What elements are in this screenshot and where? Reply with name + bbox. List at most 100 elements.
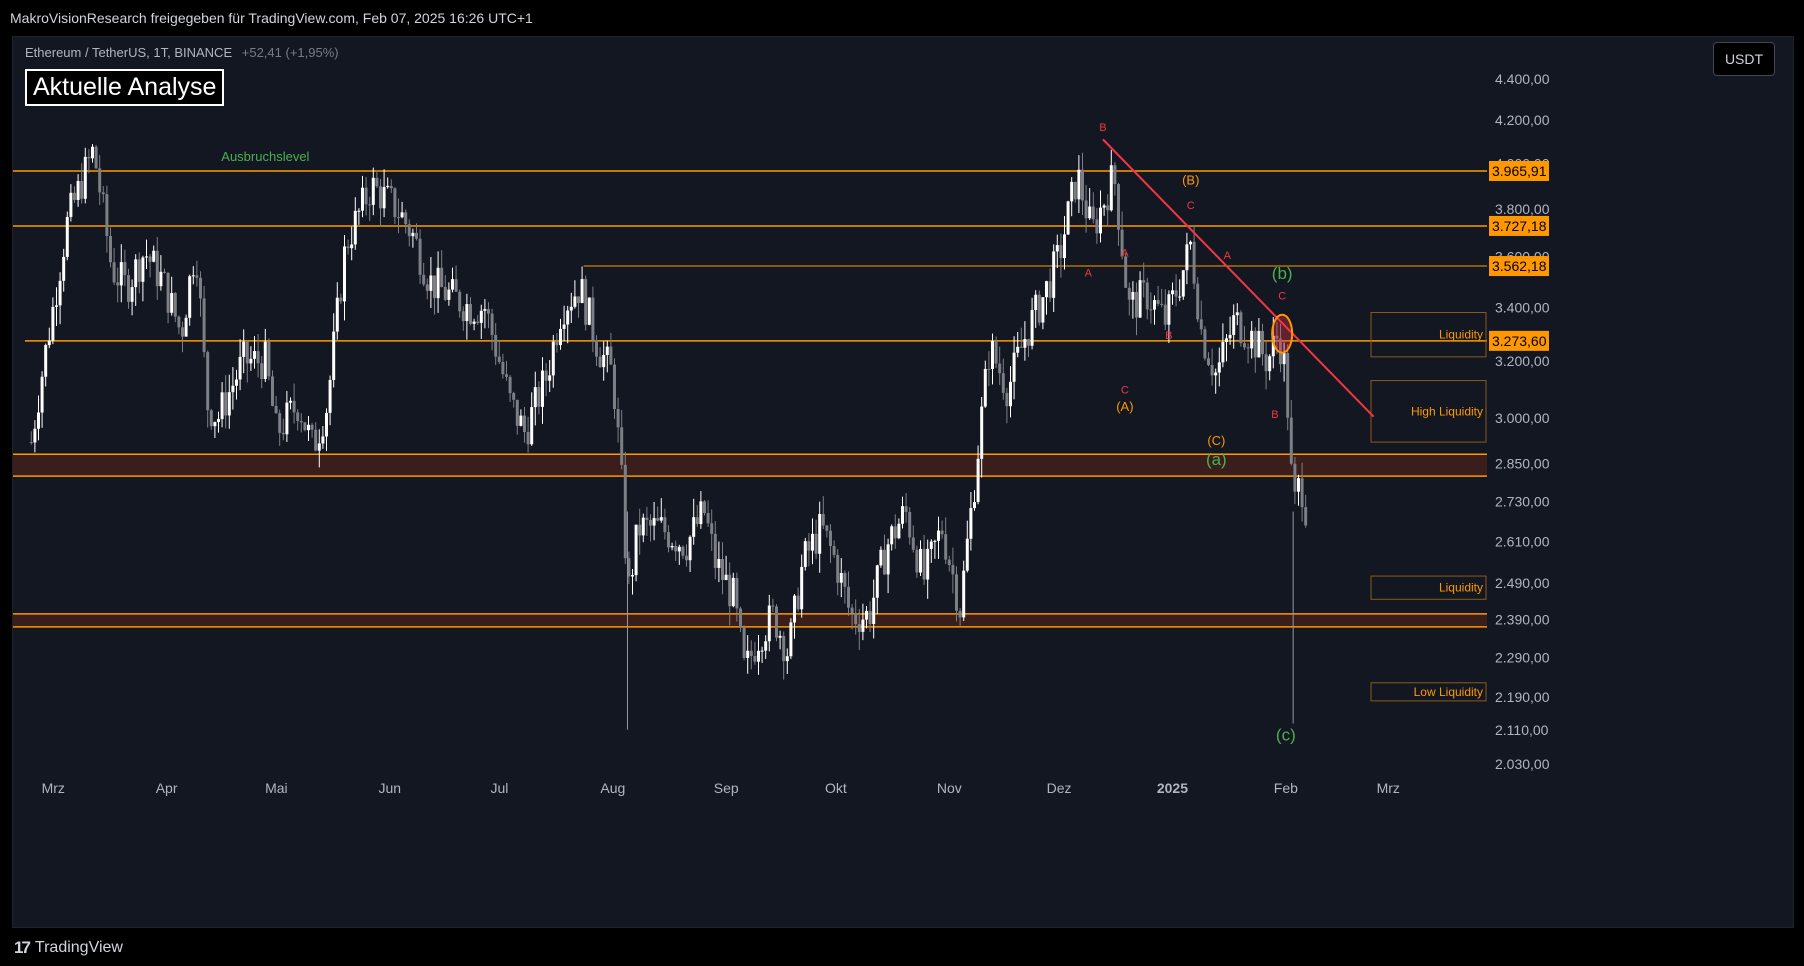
candle-body <box>659 517 663 521</box>
candle-body <box>296 412 300 421</box>
candle-body <box>1203 329 1207 359</box>
candle-body <box>1268 356 1272 372</box>
candle-body <box>1286 353 1290 418</box>
chart-pane[interactable]: Liquidity High Liquidity Liquidity Low Liqu… <box>12 36 1794 928</box>
candle-body <box>746 650 750 658</box>
candle-body <box>512 393 516 400</box>
candle-body <box>875 565 879 598</box>
candle-body <box>767 605 771 642</box>
candle-body <box>630 575 634 577</box>
candle-body <box>677 546 681 552</box>
level-tag-label-2: 3.562,18 <box>1492 258 1547 274</box>
x-tick-label-9: Dez <box>1047 780 1072 796</box>
candle-body <box>929 541 933 549</box>
candle-body <box>1145 282 1149 310</box>
candle-body <box>846 586 850 608</box>
candle-body <box>1228 334 1232 339</box>
candle-body <box>803 541 807 567</box>
candle-body <box>1012 352 1016 382</box>
candle-body <box>299 420 303 423</box>
currency-button[interactable]: USDT <box>1713 42 1775 76</box>
candle-body <box>926 548 930 580</box>
candle-body <box>764 641 768 651</box>
y-tick-label-9: 2.730,00 <box>1495 494 1550 510</box>
candle-body <box>314 429 318 451</box>
candle-body <box>180 327 184 337</box>
candle-body <box>1206 358 1210 366</box>
y-tick-label-15: 2.110,00 <box>1495 722 1549 738</box>
candle-body <box>994 341 998 364</box>
candle-body <box>688 536 692 561</box>
candle-body <box>796 595 800 610</box>
candle-body <box>1221 342 1225 363</box>
candle-body <box>90 146 94 159</box>
candle-body <box>825 525 829 531</box>
candle-body <box>933 540 937 542</box>
candle-body <box>148 256 152 262</box>
candle-body <box>789 622 793 657</box>
candle-body <box>33 428 37 443</box>
candle-body <box>105 194 109 237</box>
x-tick-label-4: Jul <box>491 780 509 796</box>
candle-body <box>216 419 220 423</box>
candle-body <box>1088 206 1092 219</box>
level-tag-1 <box>1489 215 1549 236</box>
candle-body <box>227 392 231 416</box>
candle-body <box>1066 201 1070 235</box>
candle-body <box>533 387 537 408</box>
candle-body <box>378 186 382 209</box>
candle-body <box>537 387 541 407</box>
candle-body <box>432 275 436 299</box>
candle-body <box>339 297 343 302</box>
candles <box>29 144 1308 680</box>
candle-body <box>364 187 368 205</box>
candle-body <box>836 554 840 583</box>
candle-body <box>375 177 379 187</box>
tradingview-logo-icon: 17 <box>14 938 31 957</box>
y-tick-label-12: 2.390,00 <box>1495 611 1550 627</box>
candle-body <box>1224 338 1228 343</box>
candle-body <box>695 517 699 525</box>
candle-body <box>810 533 814 551</box>
candle-body <box>486 309 490 314</box>
candle-body <box>198 277 202 299</box>
wave-label-3: A <box>1121 248 1129 260</box>
x-tick-label-2: Mai <box>265 780 288 796</box>
candle-body <box>897 523 901 539</box>
candle-body <box>274 405 278 414</box>
candle-body <box>1192 241 1196 284</box>
candle-body <box>1098 207 1102 234</box>
y-tick-label-11: 2.490,00 <box>1495 575 1550 591</box>
candle-body <box>422 274 426 285</box>
candle-body <box>321 436 325 444</box>
candle-body <box>1091 206 1095 220</box>
candle-body <box>1253 330 1257 358</box>
candle-body <box>440 267 444 287</box>
candle-body <box>627 558 631 577</box>
candle-body <box>1142 280 1146 283</box>
candle-body <box>1127 287 1131 300</box>
candle-body <box>1167 294 1171 325</box>
candle-body <box>213 422 217 427</box>
candle-body <box>1264 354 1268 372</box>
y-tick-label-10: 2.610,00 <box>1495 533 1550 549</box>
candle-body <box>267 341 271 377</box>
analysis-title-box: Aktuelle Analyse <box>25 69 225 106</box>
wave-label-13: C <box>1278 291 1286 303</box>
candle-body <box>494 334 498 357</box>
y-tick-label-16: 2.030,00 <box>1495 756 1550 772</box>
price-chart[interactable]: Liquidity High Liquidity Liquidity Low Liqu… <box>13 37 1793 927</box>
wave-label-15: (c) <box>1276 725 1296 744</box>
candle-body <box>1116 184 1120 230</box>
y-tick-label-1: 4.200,00 <box>1495 112 1550 128</box>
candle-body <box>1037 294 1041 323</box>
candle-body <box>83 156 87 199</box>
candle-body <box>692 517 696 537</box>
candle-body <box>1275 335 1279 339</box>
candle-body <box>1077 169 1081 200</box>
brand[interactable]: 17 TradingView <box>14 938 123 958</box>
candle-body <box>429 275 433 291</box>
candle-body <box>123 262 127 276</box>
candle-body <box>1160 303 1164 305</box>
candle-body <box>515 399 519 426</box>
